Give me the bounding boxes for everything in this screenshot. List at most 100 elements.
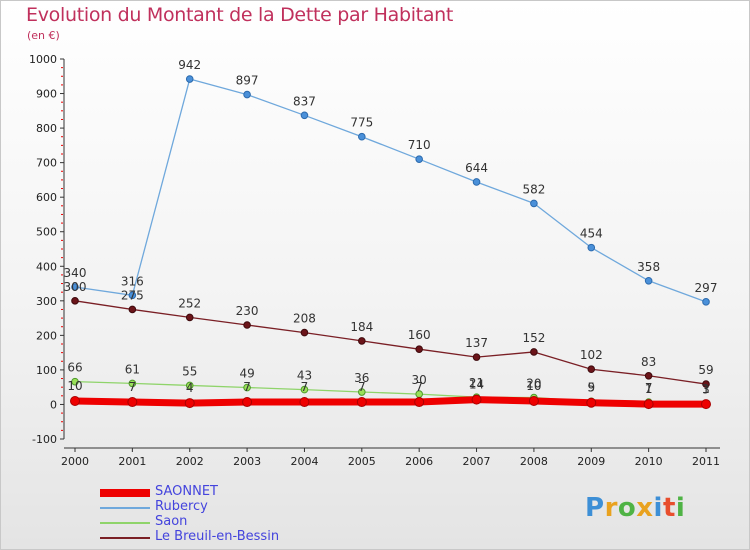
data-label-saon: 49 xyxy=(239,367,254,381)
legend-label-le-breuil-en-bessin: Le Breuil-en-Bessin xyxy=(155,529,280,544)
data-label-saonnet: 7 xyxy=(301,380,309,394)
data-label-le-breuil-en-bessin: 300 xyxy=(64,280,87,294)
data-label-le-breuil-en-bessin: 102 xyxy=(580,348,603,362)
data-label-saon: 20 xyxy=(526,377,541,391)
y-tick-label: 500 xyxy=(36,226,57,239)
data-label-le-breuil-en-bessin: 208 xyxy=(293,312,316,326)
data-label-rubercy: 942 xyxy=(178,58,201,72)
proxiti-logo: Proxiti xyxy=(585,493,685,523)
data-label-saon: 55 xyxy=(182,364,197,378)
data-point-le-breuil-en-bessin xyxy=(358,337,366,345)
y-tick-label: 800 xyxy=(36,122,57,135)
x-tick-label: 2003 xyxy=(233,455,261,468)
data-point-le-breuil-en-bessin xyxy=(243,321,251,329)
x-tick-label: 2000 xyxy=(61,455,89,468)
data-point-rubercy xyxy=(472,178,481,186)
x-tick-label: 2010 xyxy=(635,455,663,468)
x-tick-label: 2005 xyxy=(348,455,376,468)
data-label-rubercy: 710 xyxy=(408,138,431,152)
data-point-rubercy xyxy=(702,298,710,306)
x-tick-label: 2004 xyxy=(290,455,318,468)
y-tick-label: -100 xyxy=(32,433,57,446)
x-tick-label: 2011 xyxy=(692,455,720,468)
data-label-saonnet: 1 xyxy=(702,382,710,396)
data-point-rubercy xyxy=(300,111,309,120)
data-point-rubercy xyxy=(530,199,538,208)
legend-swatch-rubercy xyxy=(100,507,150,509)
data-point-rubercy xyxy=(243,90,251,99)
data-label-saon: 61 xyxy=(125,362,140,376)
legend-swatch-saonnet xyxy=(100,489,150,497)
unit-label: (en €) xyxy=(27,29,60,42)
chart-title: Evolution du Montant de la Dette par Hab… xyxy=(26,4,454,26)
legend-label-rubercy: Rubercy xyxy=(155,499,208,514)
legend-swatch-le-breuil-en-bessin xyxy=(100,537,150,539)
data-point-saonnet xyxy=(414,397,425,408)
data-label-le-breuil-en-bessin: 160 xyxy=(408,328,431,342)
data-label-saon: 43 xyxy=(297,369,312,383)
y-tick-label: 400 xyxy=(36,260,57,273)
data-label-rubercy: 582 xyxy=(522,182,545,196)
data-label-le-breuil-en-bessin: 137 xyxy=(465,336,488,350)
data-point-saonnet xyxy=(242,397,253,408)
data-label-rubercy: 316 xyxy=(121,274,144,288)
data-label-le-breuil-en-bessin: 83 xyxy=(641,355,656,369)
data-label-saonnet: 1 xyxy=(645,382,653,396)
data-label-saon: 21 xyxy=(469,376,484,390)
data-point-saon xyxy=(128,379,137,388)
data-point-rubercy xyxy=(128,291,137,300)
data-label-rubercy: 454 xyxy=(580,227,603,241)
data-point-saon xyxy=(358,388,366,396)
data-label-saon: 30 xyxy=(412,373,427,387)
data-label-rubercy: 340 xyxy=(64,266,87,280)
y-tick-label: 100 xyxy=(36,364,57,377)
data-point-saon xyxy=(71,377,79,386)
data-point-saonnet xyxy=(586,397,597,408)
data-label-le-breuil-en-bessin: 184 xyxy=(350,320,373,334)
axes: -100 0 100 200 300 400 500 600 700 800 900 1000 2000… xyxy=(29,53,720,468)
data-label-saonnet: 7 xyxy=(243,380,251,394)
data-point-saonnet xyxy=(471,394,482,405)
data-label-rubercy: 775 xyxy=(350,116,373,130)
data-label-saonnet: 7 xyxy=(358,380,366,394)
legend-label-saonnet: SAONNET xyxy=(155,484,218,499)
data-label-rubercy: 358 xyxy=(637,260,660,274)
data-point-le-breuil-en-bessin xyxy=(472,353,481,361)
data-label-saon: 36 xyxy=(354,371,369,385)
data-point-saonnet xyxy=(528,396,539,406)
data-label-le-breuil-en-bessin: 152 xyxy=(522,331,545,345)
data-label-saonnet: 4 xyxy=(186,381,194,395)
data-point-rubercy xyxy=(185,75,194,83)
data-label-le-breuil-en-bessin: 59 xyxy=(698,363,713,377)
y-tick-label: 1000 xyxy=(29,53,57,66)
data-point-rubercy xyxy=(587,243,596,252)
series-line-le-breuil-en-bessin xyxy=(74,300,707,385)
x-tick-label: 2008 xyxy=(520,455,548,468)
data-label-saonnet: 7 xyxy=(415,380,423,394)
data-point-le-breuil-en-bessin xyxy=(71,297,79,305)
data-point-saon xyxy=(243,383,251,392)
data-label-saonnet: 5 xyxy=(587,381,595,395)
data-point-saonnet xyxy=(701,399,711,410)
data-point-le-breuil-en-bessin xyxy=(644,371,653,380)
data-point-saon xyxy=(185,381,194,390)
data-point-rubercy xyxy=(415,155,423,163)
data-label-rubercy: 297 xyxy=(695,281,718,295)
data-point-saonnet xyxy=(184,398,195,409)
data-label-saon: 3 xyxy=(702,382,710,396)
data-point-saonnet xyxy=(356,397,367,408)
data-point-saonnet xyxy=(70,396,80,406)
svg-text:Proxiti: Proxiti xyxy=(585,493,685,523)
y-tick-label: 600 xyxy=(36,191,57,204)
data-point-saonnet xyxy=(127,397,138,408)
data-label-rubercy: 837 xyxy=(293,94,316,108)
data-label-saonnet: 7 xyxy=(129,380,137,394)
data-point-le-breuil-en-bessin xyxy=(587,365,596,374)
series-layer xyxy=(70,75,711,410)
legend-label-saon: Saon xyxy=(155,514,188,529)
data-label-saonnet: 10 xyxy=(526,379,541,393)
data-label-le-breuil-en-bessin: 230 xyxy=(236,304,259,318)
y-tick-label: 900 xyxy=(36,88,57,101)
